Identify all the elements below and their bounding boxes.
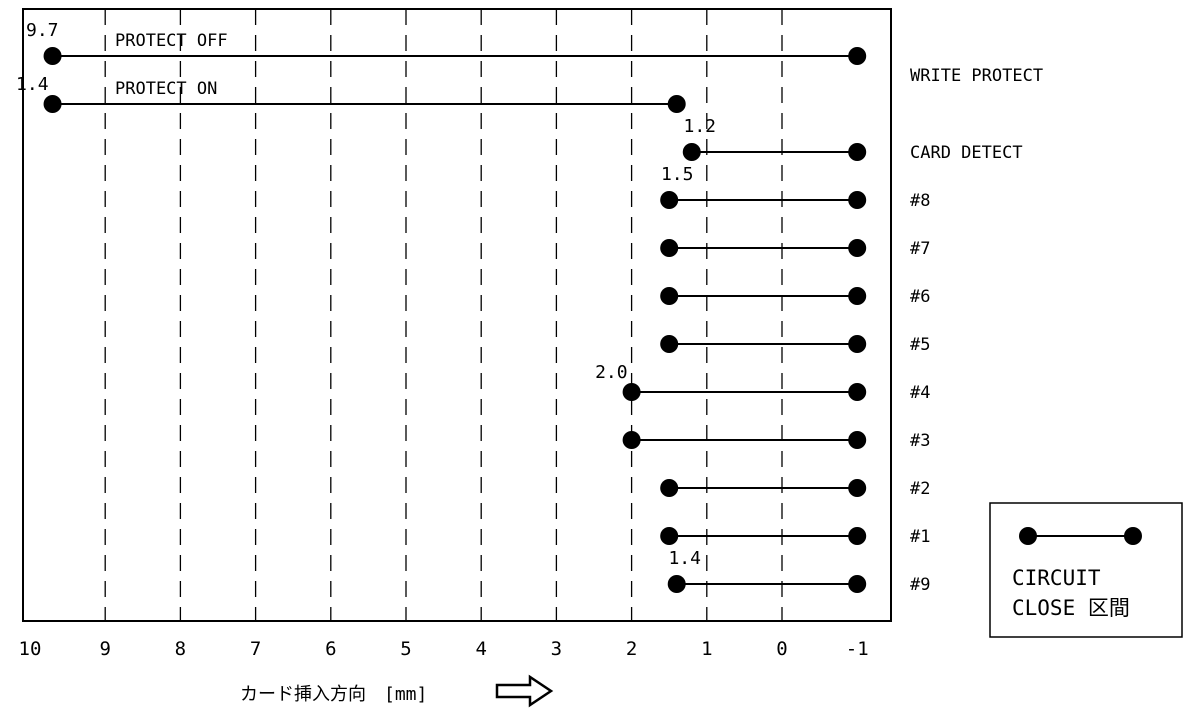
signal-label: #3 [910, 431, 930, 451]
interval-end-dot [667, 95, 686, 113]
interval-row: 1.4 [667, 548, 867, 593]
interval-end-dot [848, 47, 867, 65]
legend-end-dot [1124, 527, 1142, 545]
interval-row [660, 335, 867, 353]
value-label: 1.2 [684, 116, 717, 137]
tick-label: 4 [475, 638, 486, 660]
tick-label: -1 [846, 638, 869, 660]
interval-row: 1.5 [660, 164, 867, 209]
interval-row [660, 287, 867, 305]
interval-end-dot [848, 431, 867, 449]
interval-row [622, 431, 867, 449]
interval-start-dot [660, 191, 679, 209]
interval-start-dot [622, 431, 641, 449]
interval-start-dot [660, 335, 679, 353]
signal-label: #2 [910, 479, 930, 499]
signal-label: CARD DETECT [910, 143, 1023, 163]
signal-labels: WRITE PROTECT CARD DETECT #8 #7 #6 #5 #4 #3 #2 #1… [910, 66, 1043, 595]
interval-end-dot [848, 335, 867, 353]
interval-end-dot [848, 383, 867, 401]
value-label: 1.4 [16, 74, 49, 95]
tick-label: 9 [99, 638, 110, 660]
interval-row [660, 479, 867, 497]
tick-label: 3 [551, 638, 562, 660]
tick-label: 8 [175, 638, 186, 660]
plot-frame [22, 8, 892, 622]
interval-start-dot [660, 287, 679, 305]
interval-start-dot [43, 47, 62, 65]
tick-label: 1 [701, 638, 712, 660]
signal-label: #7 [910, 239, 930, 259]
signal-label: WRITE PROTECT [910, 66, 1043, 86]
arrow-right-icon [495, 674, 554, 708]
value-label: 2.0 [595, 362, 628, 383]
interval-end-dot [848, 239, 867, 257]
value-label: 1.4 [668, 548, 701, 569]
interval-start-dot [660, 239, 679, 257]
interval-end-dot [848, 527, 867, 545]
legend: CIRCUIT CLOSE 区間 [989, 502, 1183, 638]
interval-start-dot [682, 143, 701, 161]
value-label: 9.7 [26, 20, 59, 41]
tick-label: 6 [325, 638, 336, 660]
legend-start-dot [1019, 527, 1037, 545]
signal-label: #8 [910, 191, 930, 211]
interval-start-dot [622, 383, 641, 401]
interval-row: 1.4 PROTECT ON [16, 74, 686, 113]
tick-label: 0 [776, 638, 787, 660]
interval-end-dot [848, 287, 867, 305]
signal-label: #6 [910, 287, 930, 307]
value-label: 1.5 [661, 164, 694, 185]
legend-frame [989, 502, 1183, 638]
interval-end-dot [848, 191, 867, 209]
interval-row [660, 527, 867, 545]
legend-line-2: CLOSE 区間 [1012, 596, 1130, 620]
axis-title: カード挿入方向 [mm] [240, 684, 427, 705]
interval-end-dot [848, 479, 867, 497]
interval-start-dot [667, 575, 686, 593]
interval-start-dot [660, 479, 679, 497]
tick-label: 10 [19, 638, 42, 660]
signal-label: #5 [910, 335, 930, 355]
signal-label: #4 [910, 383, 930, 403]
interval-row: 2.0 [595, 362, 867, 401]
legend-line-1: CIRCUIT [1012, 566, 1101, 590]
circuit-intervals: 9.7 PROTECT OFF 1.4 PROTECT ON 1.2 1.5 2.0 1.4 [16, 20, 867, 593]
axis-tick-labels: 10 9 8 7 6 5 4 3 2 1 0 -1 [19, 638, 869, 660]
interval-row: 9.7 PROTECT OFF [26, 20, 867, 65]
grid-lines [104, 9, 783, 621]
interval-end-dot [848, 575, 867, 593]
state-label: PROTECT OFF [115, 31, 228, 51]
signal-label: #1 [910, 527, 930, 547]
interval-row [660, 239, 867, 257]
interval-start-dot [660, 527, 679, 545]
interval-row: 1.2 [682, 116, 867, 161]
signal-label: #9 [910, 575, 930, 595]
state-label: PROTECT ON [115, 79, 217, 99]
interval-end-dot [848, 143, 867, 161]
tick-label: 5 [400, 638, 411, 660]
tick-label: 7 [250, 638, 261, 660]
tick-label: 2 [626, 638, 637, 660]
interval-start-dot [43, 95, 62, 113]
